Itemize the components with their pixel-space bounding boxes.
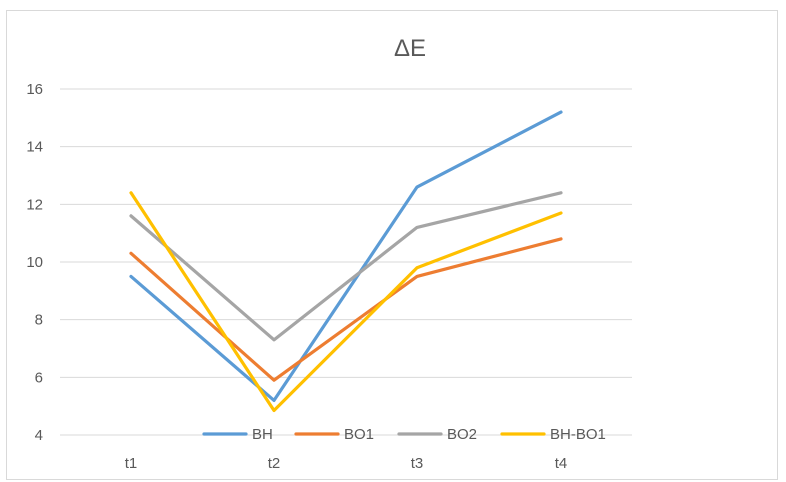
y-tick-label: 6 [35,369,43,386]
x-axis-tick-labels: t1 t2 t3 t4 [125,455,568,472]
x-tick-label: t1 [125,455,138,472]
y-tick-label: 10 [26,254,43,271]
x-tick-label: t4 [555,455,568,472]
y-tick-label: 8 [35,312,43,329]
y-tick-label: 14 [26,139,43,156]
legend-label: BH [252,426,273,443]
y-tick-label: 4 [35,427,43,444]
series-line-bo2 [129,191,563,342]
chart-title: ΔE [394,35,426,62]
y-axis-tick-labels: 4 6 8 10 12 14 16 [26,81,43,444]
y-tick-label: 16 [26,81,43,98]
chart-frame [6,10,778,480]
series-lines [129,110,563,413]
x-tick-label: t3 [411,455,424,472]
series-line-bo1 [129,237,563,382]
gridlines [60,88,632,436]
legend: BH BO1 BO2 BH-BO1 [202,426,606,443]
series-line-bh-bo1 [129,191,563,413]
legend-label: BO1 [344,426,374,443]
y-tick-label: 12 [26,196,43,213]
x-tick-label: t2 [268,455,281,472]
legend-label: BH-BO1 [550,426,606,443]
series-line-bh [129,110,563,402]
legend-label: BO2 [447,426,477,443]
